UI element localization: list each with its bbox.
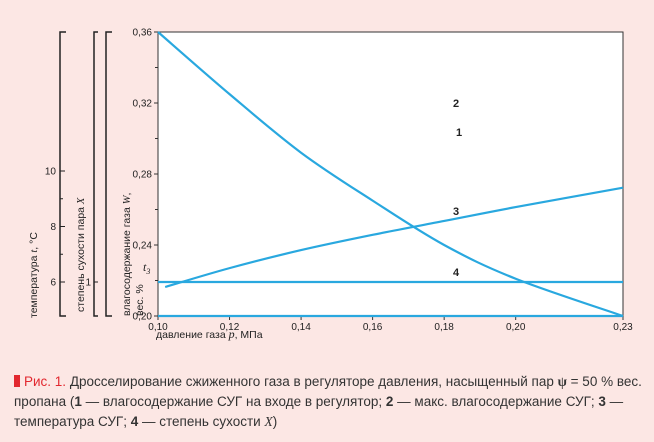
moisture-tick-label: 0,32 (133, 99, 153, 110)
chart-figure: 0,10 0,12 0,14 0,16 0,18 0,20 0,23 0,20 0,24 0,28… (28, 27, 634, 342)
ticks-layer: 0,10 0,12 0,14 0,16 0,18 0,20 0,23 0,20 0,24 0,28… (45, 28, 633, 334)
moisture-tick-label: 0,28 (133, 170, 153, 181)
psi-symbol: ψ (557, 374, 567, 389)
dryness-axis-title: степень сухости пара X (75, 197, 87, 312)
axis-brackets (59, 31, 112, 317)
series-lines-layer (157, 31, 624, 318)
dryness-tick-label: 1 (85, 278, 91, 289)
x-tick-label: 0,20 (506, 322, 526, 333)
temperature-tick-label: 8 (50, 222, 56, 233)
dryness-axis-bracket (93, 31, 98, 317)
moisture-axis-title-line1: влагосодержание газа W, (121, 193, 133, 316)
series-label-1: 1 (456, 127, 462, 139)
series-label-4: 4 (453, 267, 460, 279)
series-line-3 (164, 186, 624, 289)
moisture-axis-bracket (105, 31, 112, 317)
series-label-3: 3 (453, 206, 459, 218)
x-axis-title: давление газа p, МПа (156, 327, 263, 341)
x-tick-label: 0,10 (148, 322, 168, 333)
x-tick-label: 0,14 (291, 322, 311, 333)
moisture-axis-title-line2: вес. % (134, 284, 146, 316)
temperature-axis-title: температура t, °С (28, 232, 40, 318)
figure-caption: Рис. 1. Дросселирование сжиженного газа … (14, 374, 642, 429)
series-line-2 (157, 31, 624, 318)
series-label-2: 2 (453, 98, 459, 110)
x-tick-label: 0,18 (434, 322, 454, 333)
x-tick-label: 0,12 (220, 322, 240, 333)
caption-figure-label: Рис. 1. (24, 374, 67, 389)
plot-area (157, 31, 624, 317)
temperature-axis-bracket (59, 31, 66, 317)
caption-marker-icon (14, 375, 20, 387)
moisture-tick-label: 0,24 (133, 241, 153, 252)
temperature-tick-label: 10 (45, 167, 57, 178)
temperature-tick-label: 6 (50, 278, 56, 289)
moisture-tick-label: 0,36 (133, 28, 153, 39)
t3-annotation: t3 (143, 260, 150, 276)
moisture-tick-label: 0,20 (133, 312, 153, 323)
x-tick-label: 0,16 (363, 322, 383, 333)
chart-svg: 0,10 0,12 0,14 0,16 0,18 0,20 0,23 0,20 0,24 0,28… (28, 28, 633, 342)
x-tick-label: 0,23 (613, 322, 633, 333)
